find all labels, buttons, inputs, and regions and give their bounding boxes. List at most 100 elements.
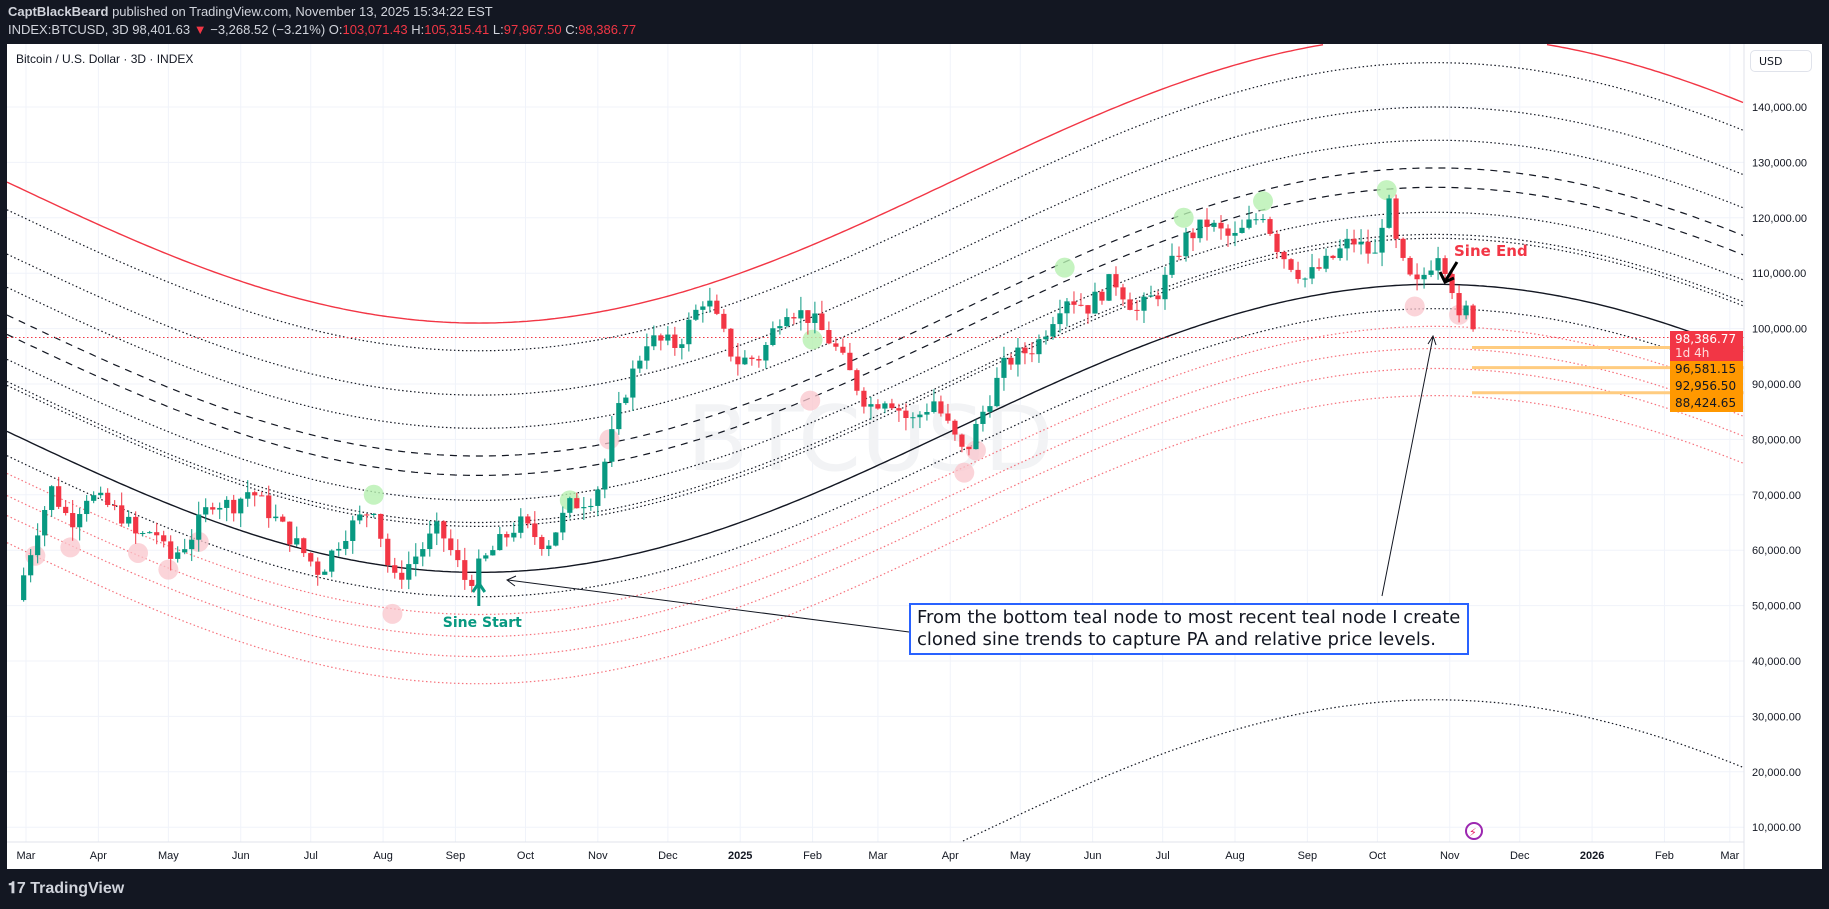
currency-button[interactable]: USD [1750, 50, 1812, 72]
candle-body [49, 486, 55, 510]
candle-body [1351, 238, 1357, 245]
candle-body [1148, 295, 1154, 297]
x-tick-label: May [158, 850, 179, 862]
candle-body [1386, 198, 1392, 228]
candle-body [805, 310, 811, 323]
candle-body [826, 330, 832, 344]
candle-body [217, 507, 223, 510]
candle-body [21, 575, 27, 601]
candle-body [1281, 251, 1287, 260]
candle-body [1064, 301, 1070, 314]
y-tick-label: 50,000.00 [1752, 601, 1801, 613]
current-price: 98,386.77 [1675, 332, 1737, 346]
candle-body [763, 344, 769, 361]
x-tick-label: Dec [658, 850, 678, 862]
y-tick-label: 30,000.00 [1752, 711, 1801, 723]
sine-curve [7, 44, 1324, 324]
x-tick-label: Mar [1720, 850, 1739, 862]
candle-body [868, 404, 874, 407]
x-tick-label: Sep [446, 850, 466, 862]
candle-body [553, 532, 559, 546]
candle-body [434, 521, 440, 534]
x-tick-label: Jul [304, 850, 318, 862]
candle-body [1316, 267, 1322, 269]
candle-body [1295, 269, 1301, 280]
candle-body [784, 317, 790, 327]
candle-body [1169, 255, 1175, 275]
candle-body [595, 489, 601, 506]
candle-body [1113, 274, 1119, 288]
candle-body [707, 300, 713, 307]
high-value: 105,315.41 [424, 22, 490, 37]
candle-body [1127, 299, 1133, 310]
sine-curve [7, 237, 1744, 528]
candle-body [1085, 305, 1091, 314]
candle-body [364, 514, 370, 516]
candle-body [1323, 255, 1329, 269]
candle-body [602, 461, 608, 490]
candle-body [98, 492, 104, 496]
candle-body [1442, 258, 1448, 274]
sine-curve [7, 167, 1744, 457]
candle-body [1022, 347, 1028, 354]
candle-body [42, 509, 48, 536]
y-tick-label: 120,000.00 [1752, 213, 1807, 225]
author-name[interactable]: CaptBlackBeard [8, 4, 109, 19]
sine-start-label: Sine Start [443, 615, 522, 631]
candle-body [1260, 219, 1266, 221]
sine-curve [7, 139, 1744, 429]
candle-body [231, 499, 237, 514]
sine-curve [7, 367, 1744, 658]
x-tick-label: Mar [17, 850, 36, 862]
x-tick-label: Dec [1510, 850, 1530, 862]
candle-body [112, 504, 118, 506]
candle-body [483, 555, 489, 559]
candle-body [1015, 347, 1021, 365]
x-tick-label: Sep [1298, 850, 1318, 862]
candle-body [546, 545, 552, 550]
level-tag-3: 88,424.65 [1670, 395, 1743, 412]
candle-body [1155, 295, 1161, 300]
candle-body [1029, 353, 1035, 355]
candle-body [175, 552, 181, 559]
tradingview-logo[interactable]: 𝟏7 TradingView [8, 880, 124, 898]
highlight-trough [382, 603, 403, 624]
candle-body [630, 368, 636, 398]
change: −3,268.52 (−3.21%) [210, 22, 326, 37]
candle-body [693, 309, 699, 320]
candle-body [917, 414, 923, 418]
candle-body [182, 549, 188, 553]
candle-body [1008, 357, 1014, 365]
candle-body [714, 300, 720, 314]
highlight-peak [1253, 191, 1274, 212]
candle-body [448, 538, 454, 551]
x-tick-label: May [1010, 850, 1031, 862]
candle-body [861, 390, 867, 407]
candle-body [525, 516, 531, 524]
x-tick-label: Jul [1156, 850, 1170, 862]
level-tag-1: 96,581.15 [1670, 361, 1743, 378]
close-label: C: [565, 22, 579, 37]
candle-body [1071, 301, 1077, 305]
candle-body [840, 346, 846, 353]
x-tick-label: Aug [373, 850, 393, 862]
candle-body [245, 492, 251, 499]
x-tick-label: Apr [942, 850, 959, 862]
annotation-note[interactable]: From the bottom teal node to most recent… [909, 603, 1469, 655]
low-label: L: [492, 22, 504, 37]
open-label: O: [328, 22, 343, 37]
candle-body [133, 516, 139, 534]
candle-body [280, 516, 286, 522]
highlight-trough [800, 390, 821, 411]
candle-body [1400, 238, 1406, 258]
candle-body [735, 356, 741, 365]
candle-body [889, 403, 895, 409]
x-tick-label: Nov [588, 850, 608, 862]
y-tick-label: 10,000.00 [1752, 822, 1801, 834]
candle-body [994, 377, 1000, 407]
candle-body [854, 370, 860, 391]
candle-body [616, 403, 622, 430]
candle-body [1463, 305, 1469, 316]
candle-body [308, 553, 314, 562]
